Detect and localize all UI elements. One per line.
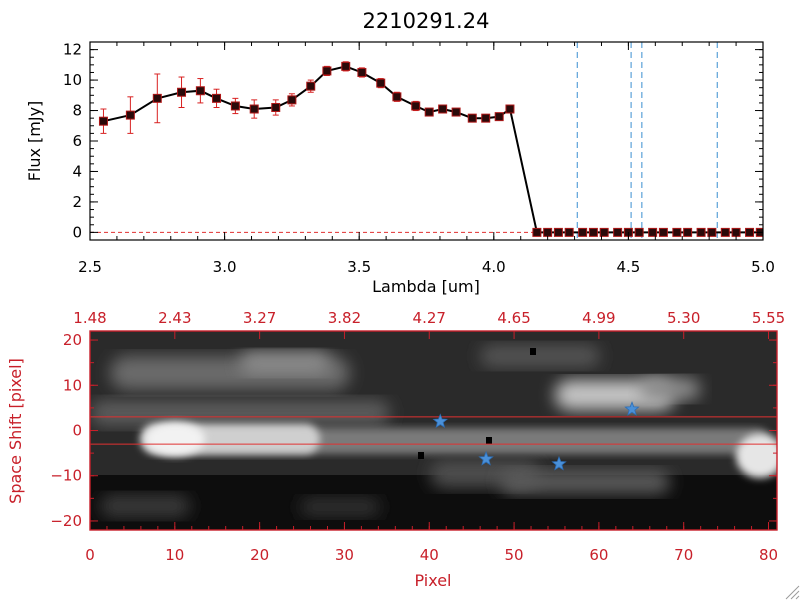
y-tick-label: 2 [72,193,82,211]
top-tick-label: 3.27 [243,309,276,327]
y-tick-label: 4 [72,162,82,180]
top-tick-label: 5.30 [667,309,700,327]
source-star-marker [551,455,567,471]
data-point [658,227,668,237]
top-tick-label: 4.27 [413,309,446,327]
data-point [543,227,553,237]
x-tick-label: 4.5 [616,258,640,276]
data-point [599,227,609,237]
data-point [648,227,658,237]
y-tick-label: −20 [50,512,82,530]
data-point [287,95,297,105]
x-tick-label: 80 [759,546,778,564]
y-axis-label: Flux [mJy] [25,101,44,182]
data-point [249,104,259,114]
source-star-marker [432,413,448,428]
top-tick-label: 4.65 [497,309,530,327]
data-point [564,227,574,237]
data-point [271,102,281,112]
x-tick-label: 2.5 [78,258,102,276]
spectrum-ticks: 2.5 3.0 3.5 4.0 4.5 5.0 0 2 4 6 8 10 12 [63,41,775,276]
spectral-image-ticks: 0 10 20 30 40 50 60 70 80 1.48 2.43 3.27 3.82 4.27 4.6… [50,309,785,564]
y-tick-label: 10 [63,376,82,394]
y-tick-label: 0 [72,223,82,241]
data-point [376,78,386,88]
top-tick-label: 4.99 [582,309,615,327]
data-point [152,93,162,103]
data-point [98,116,108,126]
x-tick-label: 20 [250,546,269,564]
source-star-marker [624,401,640,416]
spectral-image [90,331,777,530]
spectrum-plot: 2210291.24 2.5 3.0 3.5 4.0 4.5 5.0 0 2 4 6 8 10 12 L… [25,9,775,296]
x-tick-label: 0 [85,546,95,564]
data-point [731,227,741,237]
y-tick-label: 10 [63,71,82,89]
x-tick-label: 60 [589,546,608,564]
top-tick-label: 5.55 [752,309,785,327]
top-tick-label: 3.82 [328,309,361,327]
y-axis-label-space-shift: Space Shift [pixel] [6,358,25,504]
x-tick-label: 3.0 [213,258,237,276]
data-point [392,92,402,102]
chart-title: 2210291.24 [363,9,490,33]
data-point [672,227,682,237]
y-tick-label: 20 [63,331,82,349]
x-tick-label: 50 [505,546,524,564]
data-point [357,67,367,77]
data-point [720,227,730,237]
data-point [588,227,598,237]
y-tick-label: 12 [63,41,82,59]
y-tick-label: −10 [50,467,82,485]
x-axis-label-pixel: Pixel [414,571,451,590]
data-point [696,227,706,237]
y-tick-label: 6 [72,132,82,150]
data-point [578,227,588,237]
data-point [532,227,542,237]
data-point [424,107,434,117]
data-point [481,113,491,123]
data-point [553,227,563,237]
resize-grip-icon[interactable] [785,585,800,600]
data-point [125,110,135,120]
data-point [634,227,644,237]
y-tick-label: 0 [72,422,82,440]
data-point [683,227,693,237]
x-tick-label: 70 [674,546,693,564]
data-point [322,66,332,76]
data-point [467,113,477,123]
data-point [707,227,717,237]
data-point [613,227,623,237]
source-star-marker [478,450,494,466]
data-point [505,104,515,114]
data-point [411,101,421,111]
data-point [438,104,448,114]
data-point [306,81,316,91]
x-tick-label: 30 [335,546,354,564]
y-tick-label: 8 [72,102,82,120]
top-tick-label: 2.43 [158,309,191,327]
x-tick-label: 40 [420,546,439,564]
data-point [494,112,504,122]
data-point [341,61,351,71]
data-point [230,101,240,111]
spectral-image-plot: 0 10 20 30 40 50 60 70 80 1.48 2.43 3.27 3.82 4.27 4.6… [6,309,785,590]
spectrum-data [90,42,763,240]
data-point [195,86,205,96]
spectrum-plot-frame [89,41,764,241]
data-point [745,227,755,237]
x-tick-label: 10 [165,546,184,564]
x-tick-label: 5.0 [751,258,775,276]
x-tick-label: 4.0 [482,258,506,276]
data-point [212,93,222,103]
data-point [177,87,187,97]
top-tick-label: 1.48 [73,309,106,327]
x-tick-label: 3.5 [347,258,371,276]
data-point [451,107,461,117]
x-axis-label: Lambda [um] [372,277,480,296]
